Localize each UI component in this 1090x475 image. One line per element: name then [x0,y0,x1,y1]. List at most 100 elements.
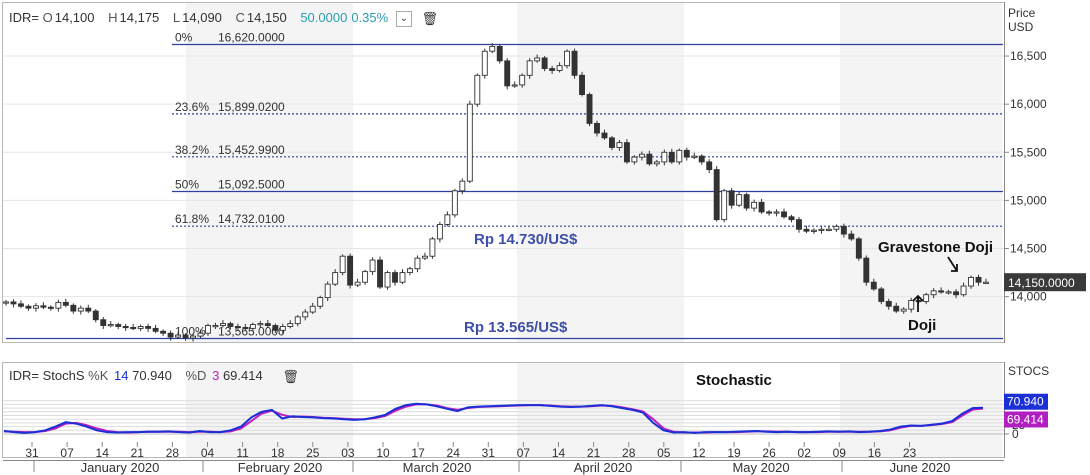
x-axis-day-label: 19 [727,446,741,460]
arrow-icon [947,256,958,272]
candle-body [638,153,645,158]
x-axis-day-label: 11 [236,446,249,460]
rate-high-annotation: Rp 14.730/US$ [474,231,578,248]
candle-body [541,57,548,70]
price-axis-tick-label: 15,500 [1010,145,1047,159]
candle-body [885,300,892,307]
candle-body [736,194,743,206]
candle-body [115,324,122,327]
rate-low-annotation: Rp 13.565/US$ [464,319,568,336]
candle-body [272,325,279,331]
candle-body [766,211,773,214]
k-period: 14 [114,368,129,383]
candle-body [436,224,443,240]
low-value: 14,090 [182,10,222,25]
price-axis-title: Price USD [1008,6,1035,34]
candle-body [18,303,24,307]
candle-body [833,225,840,230]
candle-body [167,332,174,338]
x-axis-day-label: 18 [271,446,285,460]
candle-body [317,297,324,307]
candle-body [930,290,937,296]
x-axis-day-label: 12 [692,446,706,460]
close-value: 14,150 [246,10,287,25]
candle-body [264,323,271,326]
candle-body [377,259,383,288]
candle-body [653,161,660,165]
month-band [517,3,684,342]
x-axis-month-label: February 2020 [238,460,323,475]
candle-body [145,326,152,329]
x-axis-month-label: March 2020 [403,460,472,475]
x-axis-day-label: 31 [482,446,496,460]
x-axis-day-label: 24 [447,446,461,460]
candle-body [900,308,907,312]
doji-annotation: Doji [908,317,936,334]
x-axis-month-label: April 2020 [574,460,633,475]
fib-level-pct: 61.8% [175,212,209,226]
candle-body [609,137,615,148]
candle-body [182,334,189,339]
x-axis-day-label: 14 [552,446,566,460]
candle-body [459,180,466,192]
candle-body [137,326,144,329]
price-legend: IDR= O 14,100 H 14,175 L 14,090 C 14,150 50.… [9,10,438,27]
candle-body [893,305,900,312]
price-axis-title-line2: USD [1008,20,1034,34]
d-period: 3 [212,368,220,383]
candle-body [354,281,361,286]
candle-body [781,211,787,218]
x-axis-day-label: 21 [131,446,145,460]
gravestone-doji-annotation: Gravestone Doji [878,239,993,256]
candle-body [10,301,17,305]
candle-body [40,305,47,308]
price-axis-title-line1: Price [1008,6,1036,20]
candle-body [219,323,226,326]
trash-icon[interactable]: 🗑 [421,10,438,26]
candle-body [197,332,204,337]
candle-body [384,272,391,288]
candle-body [234,326,241,329]
stoch-d-tag [1004,411,1048,428]
candle-body [526,60,533,76]
stoch-axis-title: STOCS [1008,364,1050,378]
chevron-down-icon[interactable]: ⌄ [395,10,412,27]
last-price-tag [1004,273,1086,292]
high-value: 14,175 [119,10,160,25]
candle-body [47,306,54,309]
candle-body [788,216,795,221]
k-value: 70.940 [132,368,172,383]
candle-body [691,155,698,158]
candle-body [489,45,496,52]
fib-level-value: 15,092.5000 [218,178,285,192]
candle-body [698,155,705,163]
candle-body [62,301,69,306]
candle-body [721,190,728,221]
x-axis-day-label: 04 [201,446,215,460]
trash-icon[interactable]: 🗑 [282,368,299,384]
stoch-d-line [3,403,984,434]
x-axis-day-label: 17 [411,446,425,460]
candle-body [863,257,870,283]
x-axis-day-label: 26 [762,446,776,460]
candle-body [407,268,413,274]
candle-body [848,233,855,240]
candle-body [227,323,234,327]
candle-body [130,326,137,330]
candle-body [616,142,623,148]
price-axis-tick-label: 15,000 [1010,193,1047,207]
candle-body [347,255,354,286]
x-axis-day-label: 05 [657,446,671,460]
candle-body [257,323,264,326]
price-axis-tick-label: 16,500 [1010,49,1047,63]
change-value: 50.0000 [300,10,348,25]
candle-body [100,319,107,326]
stoch-legend: IDR= StochS %K 14 70.940 %D 3 69.414 🗑 [9,368,299,385]
candle-body [646,153,653,165]
month-band [517,363,684,457]
stochastic-annotation: Stochastic [696,372,772,389]
candle-body [122,326,129,329]
candle-body [279,326,286,331]
x-axis-day-label: 23 [903,446,917,460]
candle-body [504,60,511,87]
